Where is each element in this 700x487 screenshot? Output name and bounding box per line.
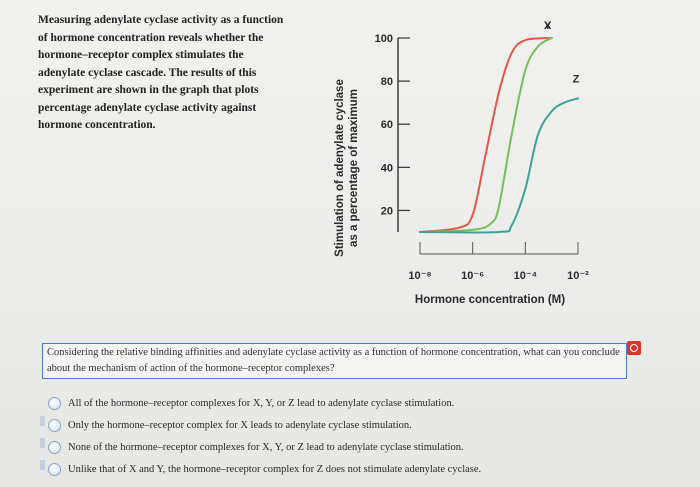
answer-options: All of the hormone–receptor complexes fo… [48,392,648,480]
series-label-y: Y [544,20,552,32]
dose-response-chart: Stimulation of adenylate cyclase as a pe… [334,20,589,306]
selection-strip [40,416,45,476]
answer-option-1[interactable]: All of the hormone–receptor complexes fo… [48,392,648,414]
problem-description: Measuring adenylate cyclase activity as … [38,14,284,131]
answer-option-label: All of the hormone–receptor complexes fo… [68,397,455,409]
series-line-z [419,97,579,234]
radio-icon[interactable] [48,440,61,454]
answer-option-label: Only the hormone–receptor complex for X … [68,419,412,431]
answer-option-2[interactable]: Only the hormone–receptor complex for X … [48,414,648,436]
answer-option-3[interactable]: None of the hormone–receptor complexes f… [48,436,648,458]
radio-icon[interactable] [48,418,61,432]
answer-option-label: Unlike that of X and Y, the hormone–rece… [68,463,482,475]
series-line-x [419,37,553,233]
x-tick-label: 10⁻⁸ [408,270,431,282]
x-tick-label: 10⁻⁴ [514,270,537,282]
x-tick-label: 10⁻⁶ [461,270,484,282]
answer-option-label: None of the hormone–receptor complexes f… [68,441,464,453]
series-curves [419,37,579,234]
radio-icon[interactable] [48,396,61,410]
y-tick-label: 100 [375,33,393,45]
y-tick-label: 20 [381,205,393,217]
y-tick-label: 40 [381,162,393,174]
series-label-x: X [544,20,552,32]
y-axis-title-line1: Stimulation of adenylate cyclase [334,79,346,257]
flag-icon[interactable] [627,341,641,355]
answer-option-4[interactable]: Unlike that of X and Y, the hormone–rece… [48,458,648,480]
x-ticks: 10⁻⁸ 10⁻⁶ 10⁻⁴ 10⁻² [408,242,589,282]
radio-icon[interactable] [48,462,61,476]
x-tick-label: 10⁻² [567,270,589,282]
series-line-y [419,37,553,233]
question-text: Considering the relative binding affinit… [42,343,627,379]
x-axis-title: Hormone concentration (M) [415,294,565,306]
y-tick-label: 80 [381,76,393,88]
y-ticks: 20 40 60 80 100 [375,33,410,217]
y-axis-title-line2: as a percentage of maximum [348,89,360,247]
y-tick-label: 60 [381,119,393,131]
series-label-z: Z [573,73,580,85]
series-labels: XY Z [544,20,580,85]
